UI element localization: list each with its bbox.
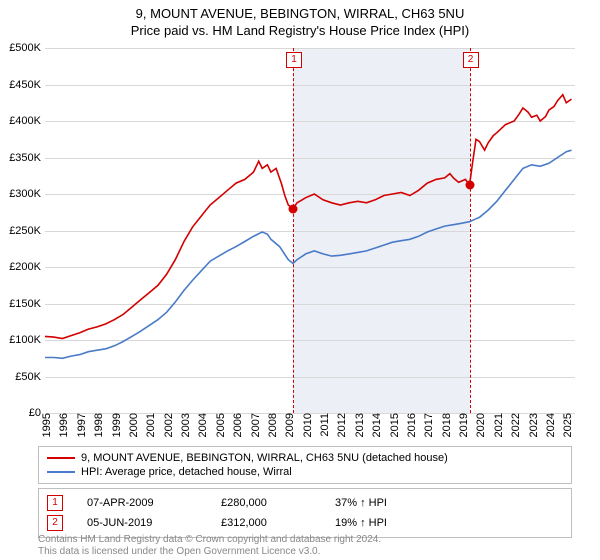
legend-label: HPI: Average price, detached house, Wirr… (81, 466, 292, 478)
title-line-1: 9, MOUNT AVENUE, BEBINGTON, WIRRAL, CH63… (0, 6, 600, 23)
xtick-label: 2022 (510, 413, 522, 437)
xtick-label: 2004 (197, 413, 209, 437)
xtick-label: 2010 (302, 413, 314, 437)
ytick-label: £100K (9, 334, 45, 346)
event-marker (465, 181, 474, 190)
xtick-label: 2008 (267, 413, 279, 437)
event-row: 1 07-APR-2009 £280,000 37% ↑ HPI (47, 493, 563, 513)
legend-item: 9, MOUNT AVENUE, BEBINGTON, WIRRAL, CH63… (47, 451, 563, 465)
event-row: 2 05-JUN-2019 £312,000 19% ↑ HPI (47, 513, 563, 533)
ytick-label: £200K (9, 261, 45, 273)
event-marker (288, 204, 297, 213)
legend: 9, MOUNT AVENUE, BEBINGTON, WIRRAL, CH63… (38, 446, 572, 484)
legend-swatch (47, 471, 75, 473)
xtick-label: 2021 (493, 413, 505, 437)
ytick-label: £350K (9, 152, 45, 164)
title-line-2: Price paid vs. HM Land Registry's House … (0, 23, 600, 40)
footer-attribution: Contains HM Land Registry data © Crown c… (38, 534, 572, 558)
xtick-label: 1997 (76, 413, 88, 437)
xtick-label: 1998 (93, 413, 105, 437)
xtick-label: 2000 (128, 413, 140, 437)
xtick-label: 2018 (441, 413, 453, 437)
series-line (45, 150, 572, 358)
xtick-label: 2002 (163, 413, 175, 437)
chart-plot-area: £0£50K£100K£150K£200K£250K£300K£350K£400… (45, 48, 575, 413)
event-delta: 19% ↑ HPI (335, 517, 425, 529)
xtick-label: 2005 (215, 413, 227, 437)
event-row-flag: 2 (47, 515, 63, 531)
footer-line-2: This data is licensed under the Open Gov… (38, 546, 572, 558)
xtick-label: 2009 (284, 413, 296, 437)
ytick-label: £150K (9, 298, 45, 310)
chart-title: 9, MOUNT AVENUE, BEBINGTON, WIRRAL, CH63… (0, 0, 600, 40)
event-flag: 1 (286, 52, 302, 68)
xtick-label: 2024 (545, 413, 557, 437)
legend-item: HPI: Average price, detached house, Wirr… (47, 465, 563, 479)
xtick-label: 2006 (232, 413, 244, 437)
xtick-label: 2017 (423, 413, 435, 437)
xtick-label: 2015 (389, 413, 401, 437)
footer-line-1: Contains HM Land Registry data © Crown c… (38, 534, 572, 546)
legend-swatch (47, 457, 75, 459)
event-price: £280,000 (221, 497, 311, 509)
event-flag: 2 (463, 52, 479, 68)
ytick-label: £500K (9, 42, 45, 54)
chart-lines (45, 48, 575, 413)
events-table: 1 07-APR-2009 £280,000 37% ↑ HPI 2 05-JUN-201… (38, 488, 572, 538)
xtick-label: 2013 (354, 413, 366, 437)
xtick-label: 2025 (562, 413, 574, 437)
event-row-flag: 1 (47, 495, 63, 511)
ytick-label: £250K (9, 225, 45, 237)
event-delta: 37% ↑ HPI (335, 497, 425, 509)
ytick-label: £50K (15, 371, 45, 383)
xtick-label: 1999 (111, 413, 123, 437)
xtick-label: 2019 (458, 413, 470, 437)
xtick-label: 2020 (475, 413, 487, 437)
ytick-label: £300K (9, 188, 45, 200)
series-line (45, 95, 572, 339)
xtick-label: 2003 (180, 413, 192, 437)
ytick-label: £450K (9, 79, 45, 91)
xtick-label: 2001 (145, 413, 157, 437)
xtick-label: 2023 (528, 413, 540, 437)
event-date: 07-APR-2009 (87, 497, 197, 509)
xtick-label: 1995 (41, 413, 53, 437)
ytick-label: £400K (9, 115, 45, 127)
event-price: £312,000 (221, 517, 311, 529)
xtick-label: 2012 (336, 413, 348, 437)
event-date: 05-JUN-2019 (87, 517, 197, 529)
xtick-label: 2011 (319, 413, 331, 437)
xtick-label: 1996 (58, 413, 70, 437)
xtick-label: 2016 (406, 413, 418, 437)
legend-label: 9, MOUNT AVENUE, BEBINGTON, WIRRAL, CH63… (81, 452, 448, 464)
xtick-label: 2014 (371, 413, 383, 437)
xtick-label: 2007 (250, 413, 262, 437)
